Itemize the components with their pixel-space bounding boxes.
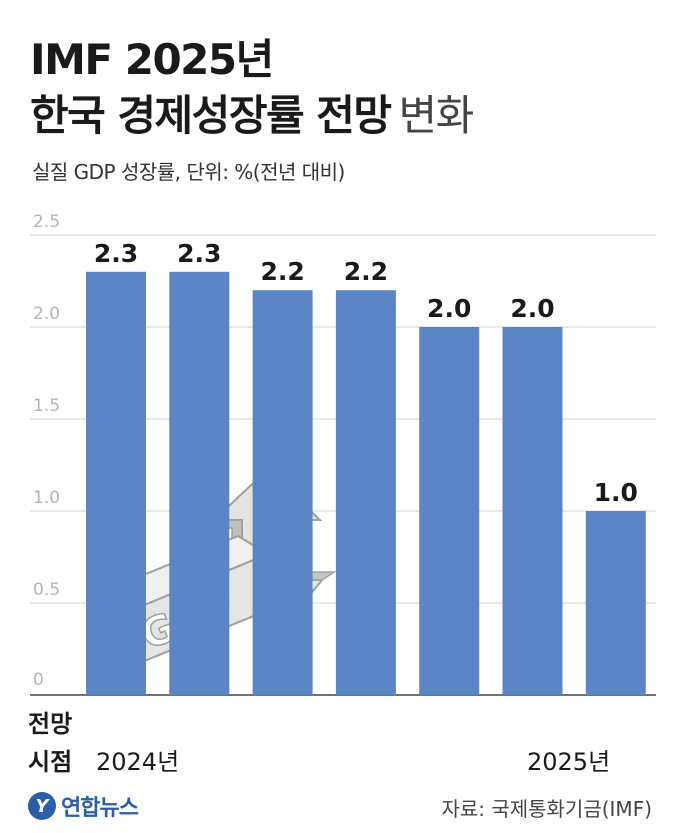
value-label: 2.2 xyxy=(260,257,304,286)
bar xyxy=(169,271,230,695)
value-label: 2.2 xyxy=(344,257,388,286)
bar xyxy=(335,290,396,695)
y-tick-label: 0 xyxy=(33,670,44,690)
bars xyxy=(86,271,646,695)
year-label-2025: 2025년 xyxy=(527,748,611,776)
value-label: 1.0 xyxy=(594,478,638,507)
y-tick-label: 0.5 xyxy=(33,580,60,600)
row-header-forecast: 전망 xyxy=(28,710,73,738)
bar xyxy=(502,327,563,695)
logo-text: 연합뉴스 xyxy=(61,796,139,821)
title-bold: 한국 경제성장률 전망 xyxy=(30,91,392,140)
bar xyxy=(419,327,480,695)
subtitle: 실질 GDP 성장률, 단위: %(전년 대비) xyxy=(32,160,345,184)
bar xyxy=(86,271,146,695)
value-label: 2.0 xyxy=(510,294,554,323)
row-header-timing: 시점 xyxy=(28,748,73,776)
source-note: 자료: 국제통화기금(IMF) xyxy=(441,797,652,821)
value-label: 2.3 xyxy=(94,239,138,268)
year-label-2024: 2024년 xyxy=(96,748,180,776)
title-line-1: IMF 2025년 xyxy=(30,35,274,84)
y-axis-ticks: 0 0.5 1.0 1.5 2.0 2.5 xyxy=(33,212,60,690)
y-tick-label: 1.5 xyxy=(33,396,60,416)
value-labels: 2.3 2.3 2.2 2.2 2.0 2.0 1.0 xyxy=(94,239,638,507)
yonhap-logo: Y 연합뉴스 xyxy=(28,790,139,822)
bar-chart: GDP 00.51.01.52.02.5 2.32.32.22.22.02.01… xyxy=(30,212,656,696)
value-label: 2.0 xyxy=(427,294,471,323)
value-label: 2.3 xyxy=(177,239,221,268)
title-light: 변화 xyxy=(398,91,475,140)
logo-mark-icon: Y xyxy=(28,792,56,820)
bar xyxy=(252,290,313,695)
y-tick-label: 1.0 xyxy=(33,488,60,508)
y-tick-label: 2.0 xyxy=(33,304,60,324)
bar xyxy=(585,511,646,695)
title-line-2: 한국 경제성장률 전망 변화 xyxy=(30,82,475,143)
y-tick-label: 2.5 xyxy=(33,212,60,232)
